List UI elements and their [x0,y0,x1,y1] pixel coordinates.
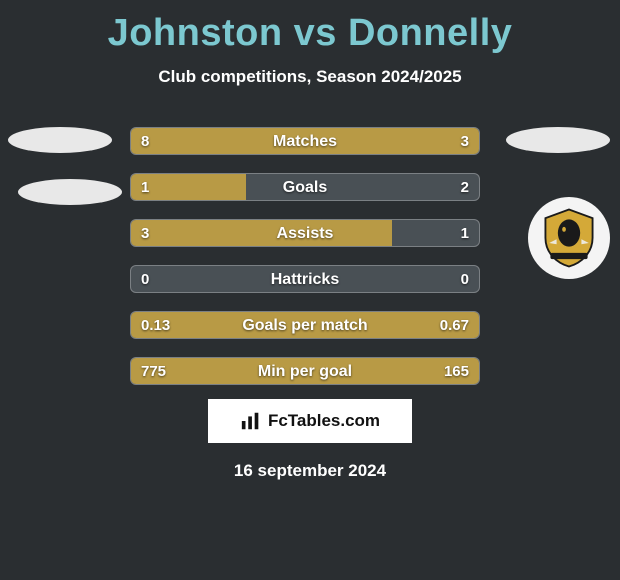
stat-row: 775165Min per goal [130,357,480,385]
stat-label: Matches [131,128,479,155]
stat-row: 12Goals [130,173,480,201]
chart-icon [240,410,262,432]
stat-row: 31Assists [130,219,480,247]
brand-badge[interactable]: FcTables.com [208,399,412,443]
stat-label: Goals per match [131,312,479,339]
comparison-chart: 83Matches 12Goals 31Assists 00Hattricks 0.13… [0,127,620,387]
stat-label: Goals [131,174,479,201]
player-right-photo [506,127,610,153]
page-subtitle: Club competitions, Season 2024/2025 [0,67,620,87]
player-right-club-crest [528,197,610,279]
player-left-photo [8,127,112,153]
stat-row: 00Hattricks [130,265,480,293]
stat-label: Hattricks [131,266,479,293]
crest-icon [538,207,600,269]
footer-date: 16 september 2024 [0,461,620,481]
player-left-club-photo [18,179,122,205]
page-title: Johnston vs Donnelly [0,0,620,55]
stat-row: 83Matches [130,127,480,155]
stat-label: Assists [131,220,479,247]
stat-label: Min per goal [131,358,479,385]
brand-text: FcTables.com [268,411,380,431]
stat-row: 0.130.67Goals per match [130,311,480,339]
stat-bars-container: 83Matches 12Goals 31Assists 00Hattricks 0.13… [130,127,480,403]
